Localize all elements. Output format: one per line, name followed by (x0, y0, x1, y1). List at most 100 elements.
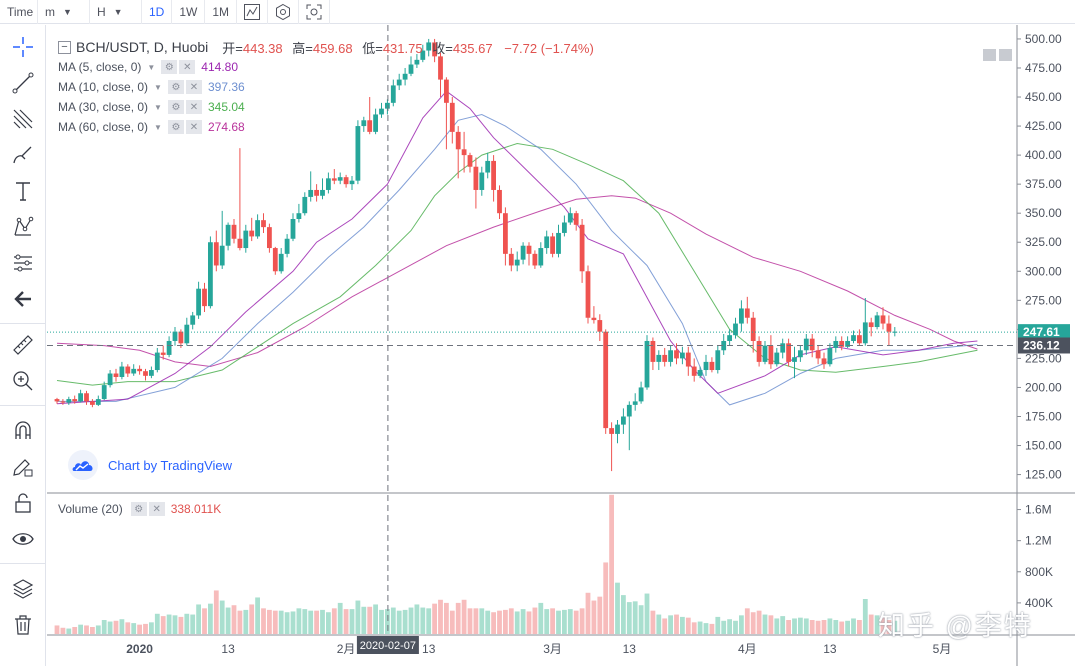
close-icon[interactable]: ✕ (185, 100, 202, 114)
candle-body (585, 271, 591, 318)
candle (107, 370, 113, 388)
candle (326, 172, 331, 194)
volume-bar (591, 600, 597, 634)
chevron-down-icon[interactable]: ▼ (154, 122, 162, 132)
tradingview-branding[interactable]: Chart by TradingView (68, 450, 232, 480)
volume-bar (874, 615, 880, 634)
candle-body (184, 324, 190, 344)
time-button[interactable]: Time (0, 0, 38, 24)
settings-icon[interactable]: ⚙ (161, 60, 178, 74)
settings-icon[interactable]: ⚙ (130, 502, 147, 516)
magnet-icon (15, 421, 31, 439)
candle (473, 157, 479, 209)
volume-bar (503, 609, 508, 634)
candle-body (562, 222, 567, 233)
price-axis-label: 200.00 (1025, 380, 1062, 394)
volume-bar (320, 609, 325, 634)
volume-bar (585, 592, 591, 634)
pane-down-icon[interactable] (999, 49, 1012, 61)
price-axis-label: 450.00 (1025, 90, 1062, 104)
interval-1m-button[interactable]: 1M (205, 0, 238, 24)
candle-body (727, 335, 732, 341)
chevron-down-icon[interactable]: ▼ (154, 102, 162, 112)
candle-body (143, 371, 148, 376)
candle (361, 116, 367, 132)
candle (821, 352, 827, 369)
top-toolbar: Time m ▼ H ▼ 1D 1W 1M (0, 0, 1075, 24)
settings-icon[interactable]: ⚙ (167, 80, 184, 94)
stay-in-drawing-tool[interactable] (9, 453, 37, 481)
volume-bar (685, 617, 691, 634)
indicators-icon (244, 3, 261, 20)
crosshair-tool[interactable] (9, 33, 37, 61)
hour-interval-dropdown[interactable]: H ▼ (90, 0, 142, 24)
arrow-left-icon (14, 291, 31, 307)
magnet-tool[interactable] (9, 417, 37, 445)
chevron-down-icon[interactable]: ▼ (154, 82, 162, 92)
measure-tool[interactable] (9, 331, 37, 359)
candle-body (426, 42, 432, 51)
volume-bar (827, 618, 833, 634)
text-tool[interactable] (9, 177, 37, 205)
remove-drawings-tool[interactable] (9, 611, 37, 639)
ma-row[interactable]: MA (60, close, 0) ▼ ⚙ ✕ 274.68 (58, 117, 594, 137)
price-axis-label: 125.00 (1025, 468, 1062, 482)
volume-bar (632, 601, 638, 634)
object-tree-tool[interactable] (9, 575, 37, 603)
ma-value: 345.04 (207, 100, 245, 114)
chevron-down-icon[interactable]: ▼ (147, 62, 156, 72)
volume-bar (160, 616, 166, 634)
pitchfork-tool[interactable] (9, 105, 37, 133)
indicators-button[interactable] (237, 0, 269, 24)
candle-body (66, 399, 72, 403)
candle (491, 155, 496, 202)
zoom-tool[interactable] (9, 367, 37, 395)
candle (178, 329, 184, 348)
chart-canvas[interactable]: 500.00 475.00 450.00 425.00 400.00 375.00 350.… (47, 25, 1075, 666)
candle-body (668, 350, 673, 362)
candle-body (774, 352, 780, 365)
volume-bar (361, 606, 367, 634)
collapse-legend-icon[interactable]: − (58, 40, 71, 54)
settings-icon[interactable]: ⚙ (167, 100, 184, 114)
ma-row[interactable]: MA (30, close, 0) ▼ ⚙ ✕ 345.04 (58, 97, 594, 117)
candle (278, 248, 284, 274)
time-axis-label: 2020 (126, 642, 153, 656)
lock-drawings-tool[interactable] (9, 489, 37, 517)
volume-bar (119, 619, 125, 634)
close-icon[interactable]: ✕ (148, 502, 165, 516)
ma-row[interactable]: MA (5, close, 0) ▼ ⚙ ✕ 414.80 (58, 57, 594, 77)
candle (851, 330, 856, 344)
candle-body (833, 340, 839, 348)
pane-controls[interactable] (983, 49, 1012, 61)
candle-body (803, 338, 809, 351)
volume-legend[interactable]: Volume (20) ⚙ ✕ 338.011K (58, 499, 221, 519)
close-icon[interactable]: ✕ (185, 80, 202, 94)
candle (857, 329, 862, 346)
prediction-tool[interactable] (9, 249, 37, 277)
candle (550, 232, 555, 258)
pattern-tool[interactable] (9, 213, 37, 241)
candle-body (685, 352, 691, 367)
screenshot-button[interactable] (299, 0, 331, 24)
candle (485, 152, 491, 179)
pane-up-icon[interactable] (983, 49, 996, 61)
trend-line-icon (12, 72, 34, 94)
ma-row[interactable]: MA (10, close, 0) ▼ ⚙ ✕ 397.36 (58, 77, 594, 97)
close-icon[interactable]: ✕ (185, 120, 202, 134)
brush-tool[interactable] (9, 141, 37, 169)
settings-icon[interactable]: ⚙ (167, 120, 184, 134)
candle-body (196, 288, 201, 316)
close-icon[interactable]: ✕ (179, 60, 196, 74)
candle-body (320, 189, 325, 196)
settings-button[interactable] (268, 0, 300, 24)
minute-interval-dropdown[interactable]: m ▼ (38, 0, 90, 24)
back-button[interactable] (9, 285, 37, 313)
interval-1d-button[interactable]: 1D (142, 0, 173, 24)
pattern-icon (14, 216, 34, 236)
interval-1w-button[interactable]: 1W (172, 0, 206, 24)
trend-line-tool[interactable] (9, 69, 37, 97)
hide-drawings-tool[interactable] (9, 525, 37, 553)
volume-bar (508, 608, 514, 634)
candle-body (621, 416, 626, 425)
